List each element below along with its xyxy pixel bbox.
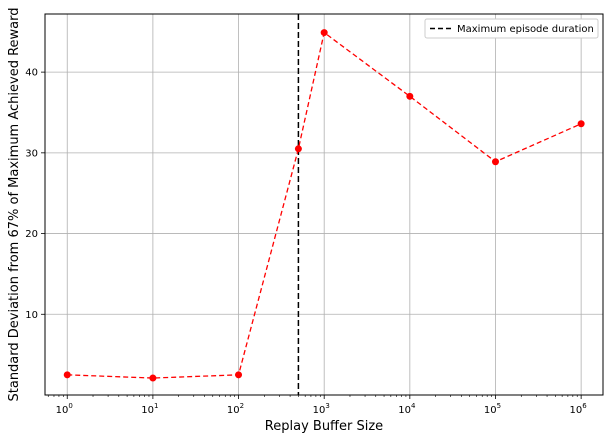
y-tick-label: 10	[25, 310, 38, 321]
legend-box	[424, 18, 599, 39]
x-tick-label: 105	[484, 402, 501, 416]
x-tick-label: 103	[313, 402, 330, 416]
x-tick-label: 104	[398, 402, 416, 416]
x-tick-label: 100	[56, 402, 73, 416]
legend-label: Maximum episode duration	[457, 24, 594, 35]
data-point	[491, 158, 499, 166]
series-line	[67, 31, 582, 379]
data-point	[149, 374, 157, 382]
x-tick-label: 102	[227, 402, 244, 416]
series	[63, 29, 585, 382]
data-point	[320, 29, 328, 37]
legend: Maximum episode duration	[424, 18, 599, 39]
y-tick-label: 40	[25, 68, 38, 79]
x-tick-label: 106	[570, 402, 588, 416]
y-axis-label: Standard Deviation from 67% of Maximum A…	[7, 8, 22, 402]
data-point	[63, 371, 71, 379]
data-point	[577, 120, 585, 128]
data-point	[406, 92, 414, 100]
x-axis-label: Replay Buffer Size	[265, 419, 383, 434]
axis-ticks: 100 101 102 103 104 105 106 10 20 30 40	[25, 68, 587, 416]
y-tick-label: 30	[25, 148, 38, 159]
x-tick-label: 101	[141, 402, 158, 416]
grid	[45, 14, 603, 395]
y-tick-label: 20	[25, 229, 38, 240]
plot-frame	[44, 13, 604, 396]
data-point	[235, 371, 243, 379]
data-point	[294, 145, 302, 153]
